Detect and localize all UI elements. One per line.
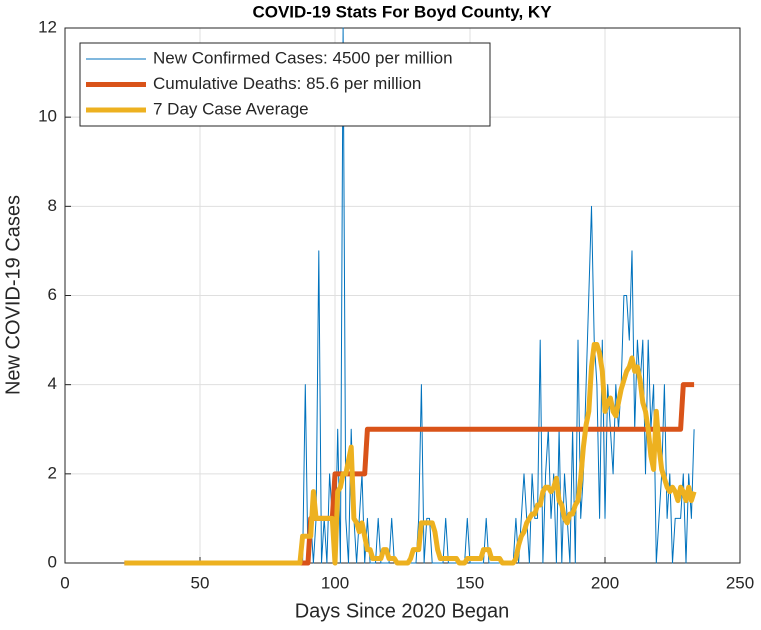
x-axis-label: Days Since 2020 Began	[295, 600, 510, 622]
legend-label: Cumulative Deaths: 85.6 per million	[153, 74, 421, 93]
y-tick-label: 4	[48, 374, 57, 393]
legend-box	[79, 42, 491, 127]
data-line	[124, 342, 697, 566]
y-tick-label: 10	[38, 107, 57, 126]
chart-title: COVID-19 Stats For Boyd County, KY	[252, 2, 552, 21]
x-tick-label: 200	[591, 573, 619, 592]
legend-label: New Confirmed Cases: 4500 per million	[153, 48, 453, 67]
x-tick-label: 100	[321, 573, 349, 592]
y-tick-label: 0	[48, 552, 57, 571]
x-tick-label: 0	[60, 573, 69, 592]
x-tick-label: 250	[726, 573, 754, 592]
y-tick-label: 12	[38, 17, 57, 36]
x-tick-label: 150	[456, 573, 484, 592]
y-axis-label: New COVID-19 Cases	[2, 195, 24, 395]
x-tick-label: 50	[191, 573, 210, 592]
y-tick-label: 6	[48, 285, 57, 304]
y-tick-label: 2	[48, 463, 57, 482]
y-tick-label: 8	[48, 196, 57, 215]
legend-label: 7 Day Case Average	[153, 99, 309, 118]
